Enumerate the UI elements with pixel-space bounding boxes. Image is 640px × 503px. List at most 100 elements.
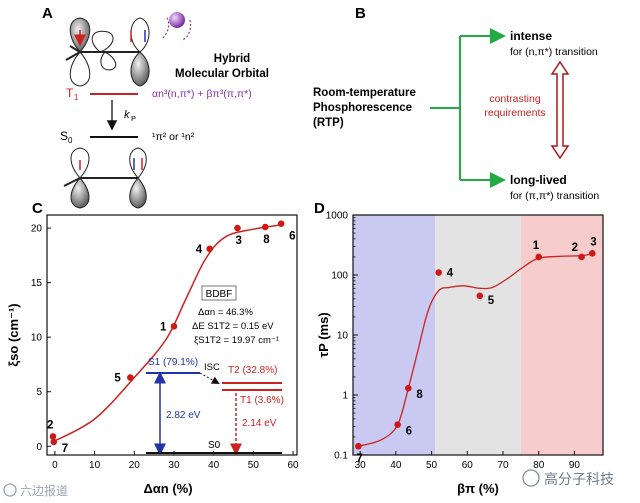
s0-sub: 0	[68, 136, 73, 145]
watermark-right-text: 高分子科技	[544, 471, 614, 487]
point-label: 6	[406, 426, 412, 438]
point-label: 6	[289, 231, 295, 243]
s0-label: S	[60, 129, 68, 143]
fit-curve	[358, 253, 593, 447]
lobe-shaded	[130, 51, 150, 87]
lobe-empty	[91, 30, 114, 53]
data-point	[355, 442, 362, 450]
point-label: 8	[263, 234, 270, 246]
inset-line-1: Δαn = 46.3%	[198, 307, 253, 318]
spin-curve	[181, 19, 192, 41]
chart-c-frame	[46, 214, 298, 456]
intense-label: intense	[510, 29, 552, 43]
data-point	[261, 223, 269, 231]
chart-c-ylabel: ξso (cm⁻¹)	[6, 303, 21, 366]
data-point	[405, 384, 412, 392]
x-tick-label: 50	[248, 460, 260, 471]
t1-sub: 1	[74, 93, 79, 102]
x-tick-label: 40	[390, 460, 402, 471]
hmo-formula: αn³(n,π*) + βπ³(π,π*)	[152, 88, 252, 100]
x-tick-label: 80	[533, 460, 545, 471]
band-gray	[435, 215, 521, 455]
panel-label-b: B	[355, 5, 366, 22]
lobe-shaded	[70, 177, 90, 209]
chart-d-ylabel: τP (ms)	[316, 312, 331, 357]
kp-sub: P	[131, 114, 136, 123]
t1-inset-label: T1 (3.6%)	[240, 395, 284, 406]
x-tick-label: 60	[287, 460, 299, 471]
chart-c: 0 10 20 30 40 50 60 0 5 10 15 20 27 5 1 4 3 8 6	[31, 214, 299, 471]
y-tick-label: 100	[331, 271, 348, 282]
data-point	[49, 433, 57, 440]
y-tick-label: 0.1	[334, 451, 348, 462]
e1-label: 2.82 eV	[166, 410, 201, 421]
x-tick-label: 20	[129, 460, 141, 471]
chart-c-xlabel: Δαn (%)	[143, 481, 192, 496]
data-point	[234, 224, 241, 232]
panel-label-c: C	[32, 200, 43, 217]
data-point	[578, 253, 585, 261]
x-tick-label: 30	[355, 460, 367, 471]
s0-inset-label: S0	[208, 440, 221, 451]
e2-label: 2.14 eV	[242, 418, 277, 429]
kp-label: k	[124, 109, 130, 121]
compound-label: BDBF	[206, 289, 233, 300]
longlived-sub: for (π,π*) transition	[510, 190, 599, 202]
watermark-left-text: 六边报道	[20, 483, 68, 498]
bond	[69, 45, 81, 53]
point-label: 5	[488, 295, 495, 307]
point-label: 7	[356, 453, 362, 465]
chart-d-xlabel: βπ (%)	[457, 481, 499, 496]
data-point	[535, 253, 543, 261]
fit-curve	[52, 224, 282, 443]
y-tick-label: 1000	[326, 211, 349, 222]
isc-arrow	[199, 372, 220, 384]
rtp-line-1: Room-temperature	[313, 87, 416, 99]
lobe-empty	[69, 51, 91, 87]
x-tick-label: 50	[426, 460, 438, 471]
contrasting-2: requirements	[484, 107, 545, 119]
spin-ball-icon	[169, 12, 185, 28]
data-point	[127, 374, 134, 381]
inset-line-2: ΔE S1T2 = 0.15 eV	[192, 321, 274, 332]
y-tick-label: 20	[31, 224, 43, 235]
point-label: 3	[235, 235, 241, 247]
x-tick-label: 60	[462, 460, 474, 471]
bond	[65, 51, 81, 61]
hmo-title-1: Hybrid	[214, 53, 250, 65]
s0-config: ¹π² or ¹n²	[152, 131, 195, 143]
data-point	[588, 249, 596, 257]
lobe-empty	[129, 147, 147, 179]
bond	[63, 177, 81, 187]
x-tick-label: 10	[89, 460, 101, 471]
y-tick-label: 15	[31, 278, 43, 289]
data-point	[170, 322, 178, 330]
data-point	[435, 269, 443, 276]
watermark-logo-icon	[3, 483, 17, 497]
point-label: 1	[533, 240, 540, 252]
point-label: 4	[196, 244, 203, 256]
intense-sub: for (n,π*) transition	[510, 46, 598, 58]
point-label: 3	[590, 236, 596, 248]
point-label: 2	[572, 242, 578, 254]
rtp-line-3: (RTP)	[313, 117, 344, 129]
x-tick-label: 40	[208, 460, 220, 471]
lobe-empty	[100, 51, 117, 71]
x-tick-label: 70	[497, 460, 509, 471]
x-tick-label: 90	[569, 460, 581, 471]
t1-label: T	[66, 86, 74, 100]
y-tick-label: 10	[31, 333, 43, 344]
orbital-upper	[65, 12, 192, 87]
rtp-line-2: Phosphorescence	[313, 102, 412, 114]
y-tick-label: 1	[342, 391, 348, 402]
chart-c-inset: BDBF Δαn = 46.3% ΔE S1T2 = 0.15 eV ξS1T2…	[146, 285, 284, 456]
data-point	[394, 421, 401, 428]
data-point	[476, 292, 484, 300]
point-label: 8	[416, 389, 423, 401]
y-tick-label: 0	[36, 442, 42, 453]
double-arrow-icon	[550, 60, 570, 160]
orbital-lower	[63, 147, 147, 209]
watermark-left: 六边报道	[3, 483, 68, 498]
data-point	[50, 438, 58, 446]
